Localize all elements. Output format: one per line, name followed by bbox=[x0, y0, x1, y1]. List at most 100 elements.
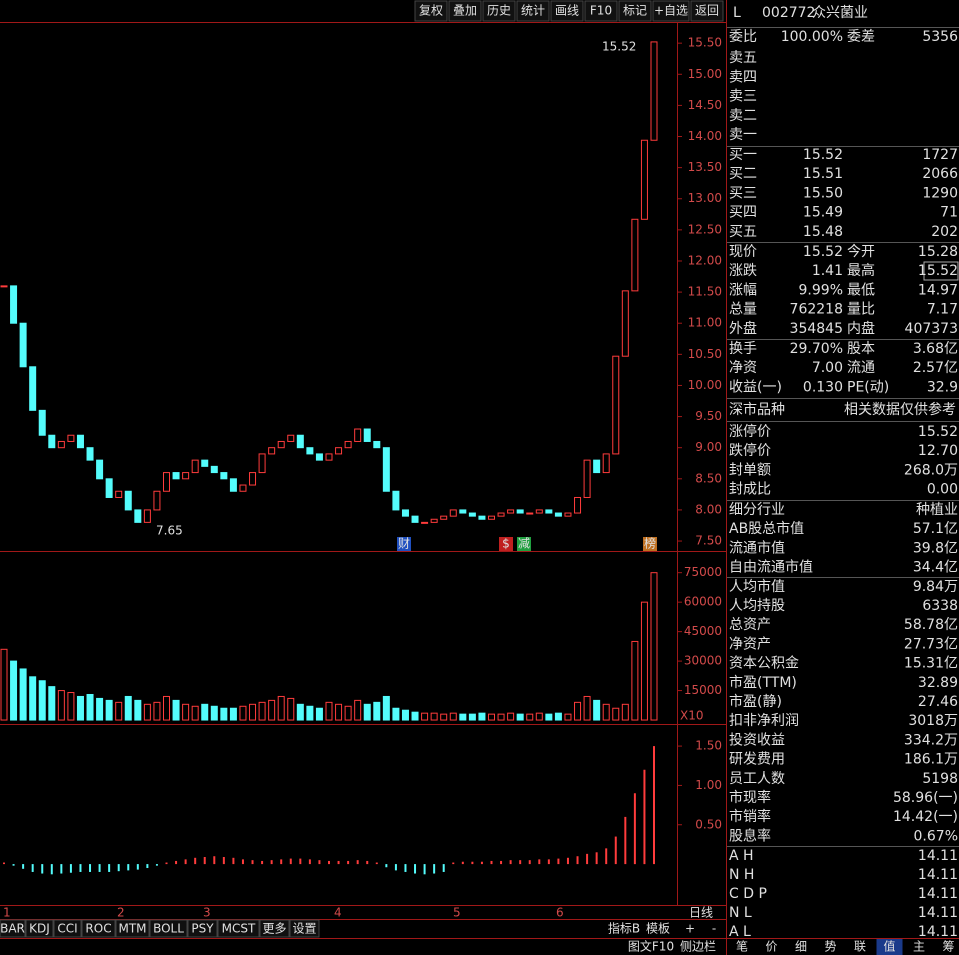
period-label: 日线 bbox=[689, 906, 713, 920]
fundamental-value: 15.31亿 bbox=[904, 656, 958, 672]
indicator-tab-bg[interactable] bbox=[53, 919, 82, 938]
volume-bar bbox=[459, 713, 467, 721]
toolbar-button[interactable]: F10 bbox=[590, 4, 612, 18]
indicator-tab[interactable]: 更多 bbox=[262, 922, 286, 936]
candle bbox=[478, 515, 486, 520]
field-value: 3.68亿 bbox=[913, 341, 958, 357]
indicator-tab-bg[interactable] bbox=[25, 919, 54, 938]
toolbar-button-bg[interactable] bbox=[516, 0, 550, 22]
toolbar-button-bg[interactable] bbox=[618, 0, 652, 22]
indicator-right[interactable]: - bbox=[712, 922, 716, 936]
volume-bar bbox=[287, 697, 295, 721]
volume-bar bbox=[497, 713, 505, 721]
y-tick-label: 13.00 bbox=[688, 191, 722, 205]
volume-bar bbox=[143, 703, 151, 721]
y-tick-label: 14.50 bbox=[688, 98, 722, 112]
indicator-tab[interactable]: ROC bbox=[85, 922, 111, 936]
volume-bar bbox=[612, 707, 620, 721]
indicator-tab-bg[interactable] bbox=[115, 919, 150, 938]
volume-bar bbox=[115, 701, 123, 721]
bottom-link[interactable]: 侧边栏 bbox=[680, 939, 716, 954]
side-tab[interactable]: 联 bbox=[854, 940, 866, 954]
tech-label: N H bbox=[729, 867, 754, 883]
bottom-link[interactable]: 图文F10 bbox=[628, 939, 674, 954]
field-label: 总量 bbox=[729, 302, 757, 318]
field-value: 354845 bbox=[790, 321, 843, 337]
volume-bar bbox=[621, 703, 629, 721]
side-tab[interactable]: 细 bbox=[795, 940, 807, 954]
side-tab[interactable]: 势 bbox=[824, 940, 836, 954]
indicator-tab[interactable]: BOLL bbox=[153, 922, 184, 936]
volume-bar bbox=[411, 711, 419, 721]
side-tab[interactable]: 笔 bbox=[736, 939, 748, 954]
candle bbox=[430, 518, 438, 523]
y-tick-label: 75000 bbox=[684, 565, 722, 579]
indicator-tab[interactable]: BAR bbox=[0, 922, 25, 936]
candle bbox=[354, 428, 362, 442]
indicator-tab-bg[interactable] bbox=[289, 919, 320, 938]
toolbar-button-bg[interactable] bbox=[584, 0, 618, 22]
toolbar-button[interactable]: 画线 bbox=[555, 4, 579, 18]
volume-bar bbox=[344, 705, 352, 721]
candle bbox=[249, 472, 257, 486]
volume-bar bbox=[124, 695, 132, 721]
buy-label: 买二 bbox=[729, 166, 757, 182]
indicator-tab-bg[interactable] bbox=[259, 919, 290, 938]
toolbar-button[interactable]: 叠加 bbox=[453, 4, 477, 18]
toolbar-button-bg[interactable] bbox=[414, 0, 448, 22]
event-marker: $ bbox=[502, 537, 510, 551]
candle bbox=[640, 139, 648, 220]
buy-label: 买五 bbox=[729, 224, 757, 240]
candle bbox=[621, 290, 629, 357]
toolbar-button-bg[interactable] bbox=[482, 0, 516, 22]
toolbar-button[interactable]: +自选 bbox=[654, 4, 688, 18]
volume-bar bbox=[10, 660, 18, 721]
toolbar-button[interactable]: 复权 bbox=[419, 4, 443, 18]
candle bbox=[545, 509, 553, 514]
indicator-tab-bg[interactable] bbox=[217, 919, 260, 938]
side-tab[interactable]: 值 bbox=[883, 939, 895, 954]
volume-bar bbox=[19, 668, 27, 721]
volume-bar bbox=[210, 705, 218, 721]
indicator-tab[interactable]: CCI bbox=[57, 922, 77, 936]
buy-price: 15.51 bbox=[803, 166, 843, 182]
field-label: 涨幅 bbox=[729, 282, 757, 298]
indicator-tab[interactable]: MCST bbox=[222, 922, 256, 936]
volume-bar bbox=[535, 712, 543, 721]
indicator-tab-bg[interactable] bbox=[187, 919, 218, 938]
volume-bar bbox=[640, 601, 648, 721]
indicator-tab[interactable]: 设置 bbox=[292, 922, 316, 936]
volume-bar bbox=[86, 693, 94, 721]
stock-code: 002772 bbox=[762, 5, 815, 21]
toolbar-button[interactable]: 统计 bbox=[521, 4, 545, 18]
field-value: 0.130 bbox=[803, 379, 843, 395]
field-value: 7.17 bbox=[927, 302, 958, 318]
side-tab[interactable]: 主 bbox=[913, 940, 925, 954]
indicator-right[interactable]: 指标B bbox=[608, 921, 640, 936]
side-tab[interactable]: 价 bbox=[765, 940, 777, 954]
indicator-tab[interactable]: KDJ bbox=[29, 922, 50, 936]
y-tick-label: 9.00 bbox=[695, 440, 722, 454]
toolbar-button[interactable]: 标记 bbox=[623, 4, 647, 18]
indicator-tab-bg[interactable] bbox=[149, 919, 188, 938]
toolbar-button-bg[interactable] bbox=[690, 0, 724, 22]
sell-label: 卖一 bbox=[729, 127, 757, 143]
toolbar-button-bg[interactable] bbox=[448, 0, 482, 22]
toolbar-button-bg[interactable] bbox=[550, 0, 584, 22]
candle bbox=[38, 409, 46, 436]
field-value: 15.28 bbox=[918, 244, 958, 260]
candle bbox=[191, 459, 199, 474]
indicator-tab[interactable]: PSY bbox=[191, 922, 214, 936]
indicator-right[interactable]: 模板 bbox=[646, 922, 670, 936]
toolbar-button[interactable]: 返回 bbox=[695, 4, 719, 18]
candle bbox=[182, 472, 190, 480]
indicator-right[interactable]: + bbox=[685, 922, 695, 936]
indicator-tab[interactable]: MTM bbox=[118, 922, 146, 936]
indicator-tab-bg[interactable] bbox=[81, 919, 116, 938]
field-value: 14.97 bbox=[918, 282, 958, 298]
toolbar-button[interactable]: 历史 bbox=[487, 4, 511, 18]
side-tab[interactable]: 筹 bbox=[942, 940, 954, 954]
indicator-tab-bg[interactable] bbox=[0, 919, 26, 938]
volume-bar bbox=[105, 699, 113, 721]
toolbar-button-bg[interactable] bbox=[652, 0, 690, 22]
